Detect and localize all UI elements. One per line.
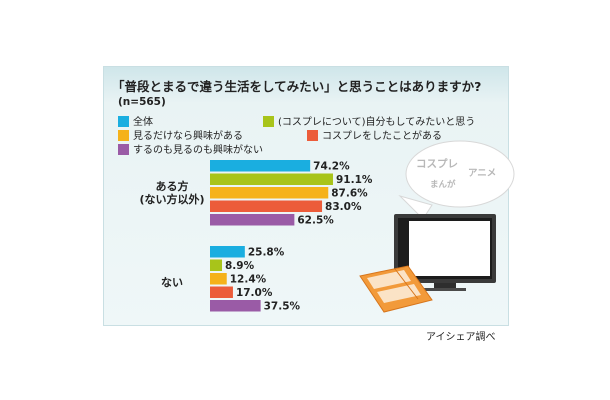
legend-swatch-1 xyxy=(263,116,274,127)
legend-item-4: するのも見るのも興味がない xyxy=(118,144,263,156)
group-label-0-main: ある方 xyxy=(155,180,189,193)
group-label-0-sub: (ない方以外) xyxy=(139,193,205,206)
bar-g0-s0 xyxy=(210,160,311,172)
legend-label-3: コスプレをしたことがある xyxy=(322,131,442,142)
bar-g0-s4 xyxy=(210,214,295,226)
source-note: アイシェア調べ xyxy=(426,332,496,343)
bubble-word-1: アニメ xyxy=(468,168,496,179)
chart-title: 「普段とまるで違う生活をしてみたい」と思うことはありますか? xyxy=(112,79,482,94)
group-label-1: ない xyxy=(134,276,210,289)
speech-bubble-icon: コスプレ アニメ まんが xyxy=(398,140,515,220)
data-label-g0-s1: 91.1% xyxy=(336,174,373,186)
legend-label-1: (コスプレについて)自分もしてみたいと思う xyxy=(278,117,476,128)
legend-swatch-3 xyxy=(307,130,318,141)
bar-g1-s1 xyxy=(210,259,223,271)
sample-size-note: (n=565) xyxy=(118,96,166,108)
bar-g1-s0 xyxy=(210,246,245,258)
data-label-g1-s3: 17.0% xyxy=(236,287,273,299)
tv-icon xyxy=(394,214,496,291)
data-label-g0-s0: 74.2% xyxy=(313,161,350,173)
legend-swatch-2 xyxy=(118,130,129,141)
data-label-g0-s3: 83.0% xyxy=(325,201,362,213)
bar-g0-s3 xyxy=(210,200,323,212)
legend-item-0: 全体 xyxy=(118,116,153,128)
data-label-g1-s4: 37.5% xyxy=(264,301,301,313)
newspaper-icon xyxy=(359,265,433,313)
legend-swatch-0 xyxy=(118,116,129,127)
legend-item-1: (コスプレについて)自分もしてみたいと思う xyxy=(263,116,475,128)
bubble-word-0: コスプレ xyxy=(416,157,458,170)
data-label-g0-s2: 87.6% xyxy=(331,188,368,200)
legend-item-2: 見るだけなら興味がある xyxy=(118,130,243,142)
legend-item-3: コスプレをしたことがある xyxy=(307,130,442,142)
bar-g0-s2 xyxy=(210,187,329,199)
legend-label-0: 全体 xyxy=(133,117,153,128)
bar-g0-s1 xyxy=(210,173,333,185)
bars-layer: 74.2%91.1% 87.6%83.0% 62.5% 25.8%8.9% 12.4%1… xyxy=(210,160,373,313)
group-label-0: ある方 (ない方以外) xyxy=(134,180,210,206)
bar-g1-s2 xyxy=(210,273,227,285)
group-label-1-main: ない xyxy=(161,276,183,289)
legend-label-2: 見るだけなら興味がある xyxy=(133,131,243,142)
data-label-g1-s2: 12.4% xyxy=(230,274,267,286)
data-label-g0-s4: 62.5% xyxy=(297,215,334,227)
legend-swatch-4 xyxy=(118,144,129,155)
data-label-g1-s1: 8.9% xyxy=(225,260,255,272)
bar-g1-s3 xyxy=(210,286,233,298)
data-label-g1-s0: 25.8% xyxy=(248,247,285,259)
legend-label-4: するのも見るのも興味がない xyxy=(133,145,263,156)
bubble-word-2: まんが xyxy=(430,179,456,190)
bar-g1-s4 xyxy=(210,300,261,312)
